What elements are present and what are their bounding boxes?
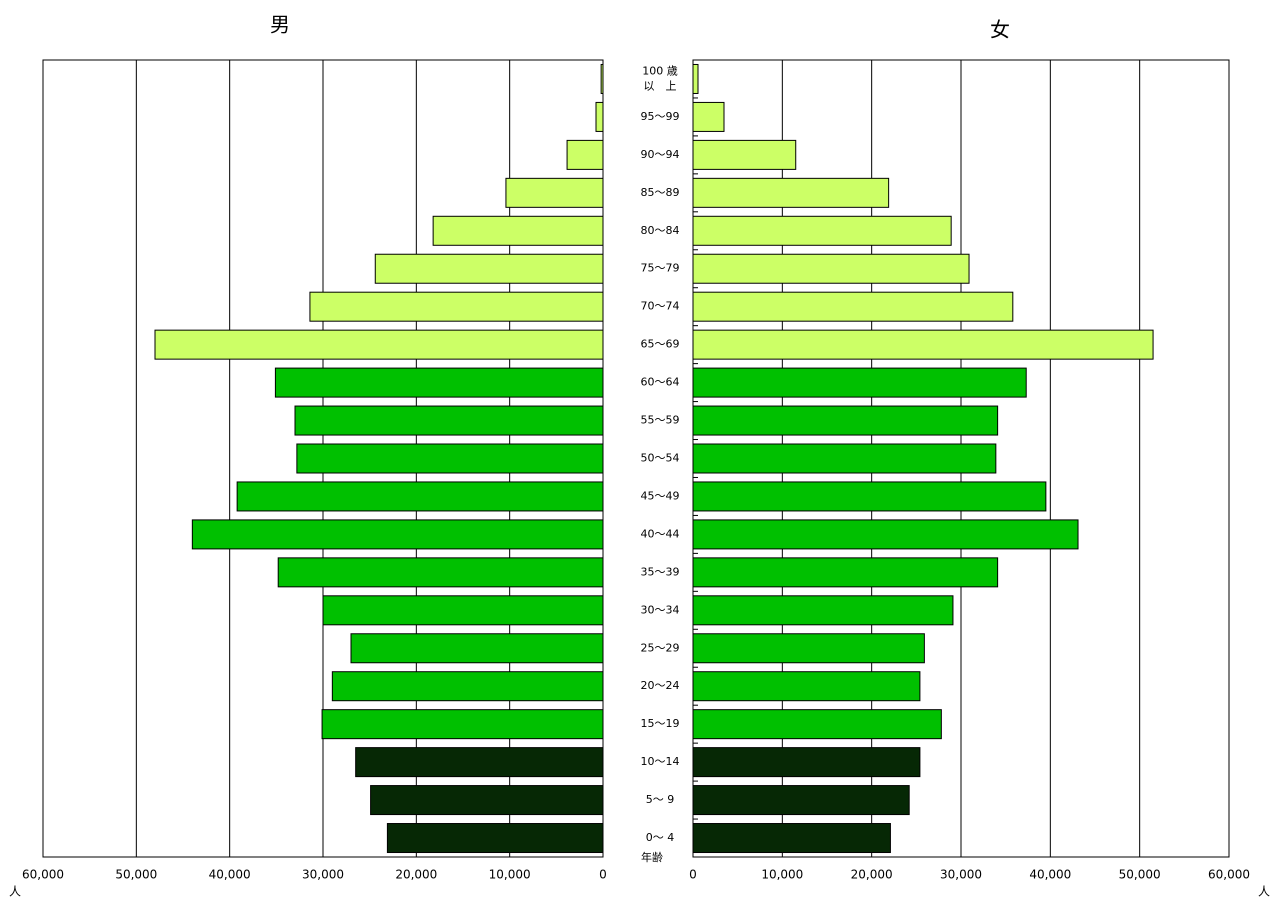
- bar: [600, 63, 604, 94]
- y-tick-label: 75～79: [641, 262, 680, 275]
- bar: [294, 405, 604, 436]
- bar: [321, 709, 604, 740]
- bar: [692, 291, 1014, 322]
- x-tick-label: 40,000: [1029, 868, 1071, 882]
- bar: [692, 139, 797, 170]
- y-tick-label: 100 歳以 上: [642, 64, 678, 92]
- bar: [331, 671, 604, 702]
- y-tick-label: 60～64: [641, 376, 680, 389]
- bar: [692, 709, 942, 740]
- y-tick-label: 85～89: [641, 186, 680, 199]
- bar: [274, 367, 604, 398]
- x-tick-label: 10,000: [761, 868, 803, 882]
- bar: [692, 481, 1047, 512]
- bar: [505, 177, 604, 208]
- bar: [432, 215, 604, 246]
- x-tick-label: 50,000: [115, 868, 157, 882]
- bar: [154, 329, 604, 360]
- bar: [692, 671, 921, 702]
- y-tick-label: 0～ 4: [646, 831, 675, 844]
- x-tick-label: 20,000: [395, 868, 437, 882]
- bar: [386, 823, 604, 854]
- bar: [350, 633, 604, 664]
- bar: [692, 557, 999, 588]
- y-tick-label: 45～49: [641, 489, 680, 502]
- bar: [370, 785, 604, 816]
- bar: [692, 101, 725, 132]
- male-title: 男: [270, 13, 290, 37]
- bar: [191, 519, 604, 550]
- bar: [692, 63, 699, 94]
- bar: [236, 481, 604, 512]
- y-tick-label: 80～84: [641, 224, 680, 237]
- x-tick-label: 20,000: [851, 868, 893, 882]
- bar: [692, 443, 997, 474]
- bar: [322, 595, 604, 626]
- y-tick-label: 90～94: [641, 148, 680, 161]
- bar: [692, 633, 925, 664]
- y-tick-label: 95～99: [641, 110, 680, 123]
- x-tick-label: 60,000: [1208, 868, 1250, 882]
- y-tick-label: 30～34: [641, 603, 680, 616]
- bar: [692, 329, 1154, 360]
- y-tick-label: 70～74: [641, 300, 680, 313]
- bar: [355, 747, 604, 778]
- x-tick-label: 0: [689, 868, 697, 882]
- bar: [277, 557, 604, 588]
- x-unit: 人: [9, 885, 21, 898]
- bar: [374, 253, 604, 284]
- bar: [296, 443, 604, 474]
- bar: [595, 101, 604, 132]
- bar: [692, 215, 952, 246]
- y-tick-label: 65～69: [641, 338, 680, 351]
- x-tick-label: 30,000: [940, 868, 982, 882]
- bar: [566, 139, 604, 170]
- x-tick-label: 0: [599, 868, 607, 882]
- bar: [309, 291, 604, 322]
- y-tick-label: 5～ 9: [646, 793, 675, 806]
- bar: [692, 519, 1079, 550]
- bar: [692, 253, 970, 284]
- y-tick-label: 40～44: [641, 527, 680, 540]
- x-tick-label: 10,000: [489, 868, 531, 882]
- y-tick-label: 35～39: [641, 565, 680, 578]
- bar: [692, 405, 999, 436]
- x-tick-label: 50,000: [1119, 868, 1161, 882]
- y-tick-label: 15～19: [641, 717, 680, 730]
- y-tick-label: 20～24: [641, 679, 680, 692]
- x-tick-label: 60,000: [22, 868, 64, 882]
- bar: [692, 785, 910, 816]
- y-tick-label: 55～59: [641, 414, 680, 427]
- bar: [692, 595, 954, 626]
- bar: [692, 177, 890, 208]
- female-title: 女: [990, 18, 1010, 42]
- x-unit: 人: [1258, 885, 1270, 898]
- bar: [692, 747, 921, 778]
- y-tick-label: 25～29: [641, 641, 680, 654]
- bar: [692, 823, 891, 854]
- x-tick-label: 30,000: [302, 868, 344, 882]
- x-tick-label: 40,000: [209, 868, 251, 882]
- bar: [692, 367, 1027, 398]
- y-tick-label: 10～14: [641, 755, 680, 768]
- y-axis-label: 年齢: [641, 850, 663, 864]
- y-tick-label: 50～54: [641, 452, 680, 465]
